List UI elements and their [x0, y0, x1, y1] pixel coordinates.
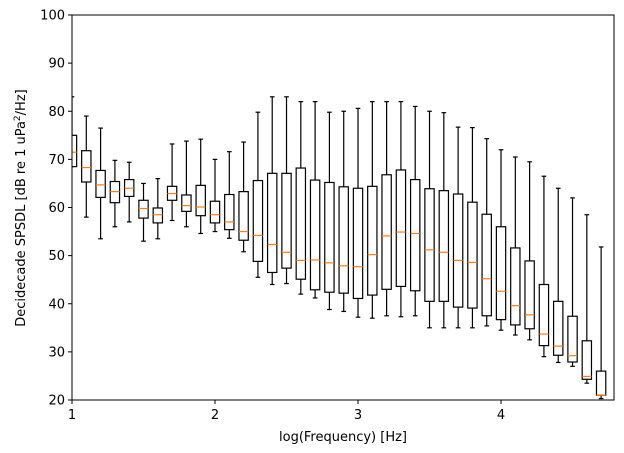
box-item: [595, 246, 607, 400]
box-item: [309, 101, 321, 299]
box-iqr: [295, 167, 307, 280]
box-iqr: [395, 169, 407, 288]
box-item: [295, 101, 307, 295]
box-iqr: [72, 134, 78, 168]
box-item: [524, 161, 535, 341]
box-iqr: [181, 194, 192, 212]
box-iqr: [595, 370, 607, 396]
box-item: [195, 138, 206, 235]
y-axis-label-tail: /Hz]: [14, 89, 29, 115]
box-iqr: [195, 184, 206, 217]
box-item: [395, 101, 407, 318]
box-item: [123, 161, 135, 223]
box-item: [538, 175, 550, 358]
box-iqr: [281, 172, 292, 269]
box-item: [81, 115, 92, 218]
box-item: [281, 96, 292, 285]
x-tick-label: 3: [354, 408, 362, 423]
box-iqr: [138, 199, 149, 219]
box-item: [567, 197, 578, 367]
box-iqr: [495, 226, 507, 321]
box-iqr: [95, 169, 106, 198]
box-item: [238, 141, 249, 253]
box-iqr: [252, 179, 264, 263]
y-tick-label: 70: [48, 153, 65, 168]
box-iqr: [381, 174, 392, 290]
box-iqr: [224, 193, 235, 231]
box-item: [209, 158, 221, 233]
box-item: [481, 138, 492, 327]
box-iqr: [367, 185, 378, 296]
y-tick-label: 90: [48, 57, 65, 72]
box-iqr: [552, 300, 564, 356]
box-item: [581, 214, 593, 384]
box-iqr: [424, 188, 435, 302]
box-iqr: [538, 283, 550, 347]
y-axis-label-main: Decidecade SPSDL [dB re 1 uPa: [14, 121, 29, 327]
box-iqr: [452, 193, 464, 308]
y-tick-label: 80: [48, 105, 65, 120]
box-item: [181, 140, 192, 228]
box-iqr: [266, 172, 278, 274]
box-item: [138, 182, 149, 242]
box-iqr: [467, 201, 478, 309]
box-item: [166, 143, 178, 222]
box-iqr: [324, 181, 335, 293]
box-item: [552, 187, 564, 364]
box-item: [109, 159, 121, 228]
box-item: [338, 110, 349, 313]
box-item: [72, 96, 78, 168]
x-tick-label: 1: [68, 408, 76, 423]
box-iqr: [581, 340, 593, 380]
box-item: [352, 107, 364, 318]
box-iqr: [338, 186, 349, 294]
y-tick-label: 60: [48, 201, 65, 216]
box-iqr: [309, 179, 321, 291]
box-item: [367, 101, 378, 319]
y-axis-label: Decidecade SPSDL [dB re 1 uPa2/Hz]: [13, 89, 29, 326]
x-tick-label: 4: [497, 408, 505, 423]
y-tick-label: 20: [48, 394, 65, 409]
box-item: [409, 105, 421, 317]
y-axis-label-superscript: 2: [13, 115, 23, 121]
box-item: [266, 96, 278, 286]
box-item: [438, 112, 450, 329]
box-item: [467, 127, 478, 329]
box-item: [495, 149, 507, 331]
box-iqr: [81, 150, 92, 183]
y-tick-label: 40: [48, 297, 65, 312]
box-iqr: [238, 191, 249, 241]
box-iqr: [481, 213, 492, 317]
box-item: [152, 178, 164, 240]
y-tick-label: 30: [48, 345, 65, 360]
box-item: [95, 127, 106, 240]
box-item: [424, 110, 435, 329]
box-iqr: [438, 190, 450, 302]
axes: 20 30 40 50 60 70 80 90 100 1 2 3 4: [40, 9, 615, 423]
x-tick-label: 2: [211, 408, 219, 423]
box-item: [224, 151, 235, 239]
box-iqr: [510, 247, 521, 326]
plot-area: [72, 96, 607, 400]
box-iqr: [209, 200, 221, 224]
box-item: [510, 156, 521, 336]
box-iqr: [352, 187, 364, 300]
box-item: [324, 111, 335, 311]
y-tick-label: 50: [48, 249, 65, 264]
x-axis-label: log(Frequency) [Hz]: [279, 430, 407, 445]
box-item: [252, 111, 264, 278]
box-item: [381, 101, 392, 317]
box-iqr: [524, 260, 535, 330]
box-iqr: [152, 207, 164, 224]
box-item: [452, 126, 464, 329]
y-tick-label: 100: [40, 9, 65, 24]
box-iqr: [567, 315, 578, 363]
box-iqr: [409, 178, 421, 292]
